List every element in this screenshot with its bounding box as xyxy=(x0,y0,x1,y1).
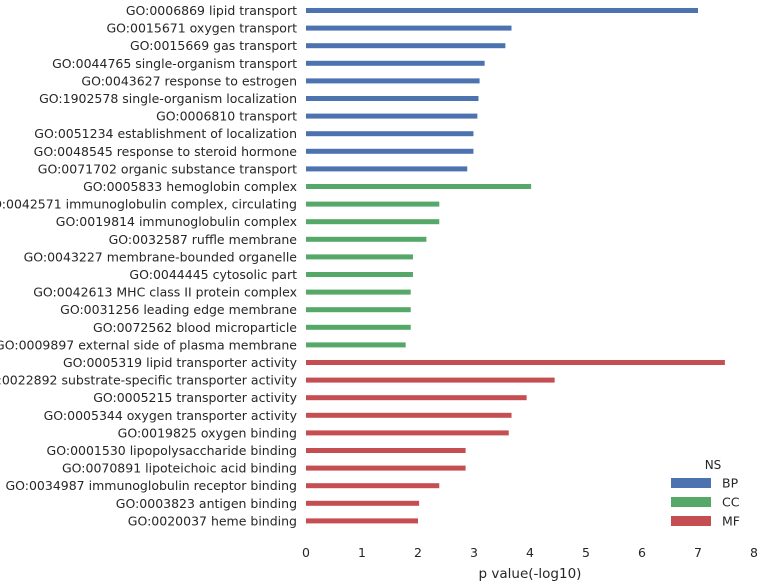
category-label: GO:0042571 immunoglobulin complex, circu… xyxy=(0,197,297,212)
bar-mf xyxy=(306,465,466,471)
category-label: GO:0044445 cytosolic part xyxy=(129,267,297,282)
bar-cc xyxy=(306,236,427,242)
bar-mf xyxy=(306,412,512,418)
x-tick-label: 7 xyxy=(694,545,702,560)
category-label: GO:0005344 oxygen transporter activity xyxy=(44,408,298,423)
x-tick-label: 4 xyxy=(526,545,534,560)
category-label: GO:0019825 oxygen binding xyxy=(118,425,297,440)
category-label: GO:0043227 membrane-bounded organelle xyxy=(24,249,298,264)
category-label: GO:0019814 immunoglobulin complex xyxy=(56,214,297,229)
legend-label-cc: CC xyxy=(722,495,740,510)
category-label: GO:0022892 substrate-specific transporte… xyxy=(0,373,298,388)
bars-layer xyxy=(306,8,725,524)
bar-bp xyxy=(306,8,698,13)
bar-bp xyxy=(306,113,478,119)
category-label: GO:0071702 organic substance transport xyxy=(38,161,297,176)
bar-cc xyxy=(306,254,413,260)
category-label: GO:0070891 lipoteichoic acid binding xyxy=(62,461,297,476)
bar-cc xyxy=(306,289,411,295)
bar-bp xyxy=(306,166,468,172)
bar-bp xyxy=(306,148,474,154)
legend-label-mf: MF xyxy=(722,514,740,529)
x-axis-label: p value(-log10) xyxy=(479,566,582,582)
category-label: GO:0034987 immunoglobulin receptor bindi… xyxy=(5,478,297,493)
bar-cc xyxy=(306,272,413,277)
bar-cc xyxy=(306,184,532,189)
legend-title: NS xyxy=(705,458,722,472)
bar-bp xyxy=(306,131,474,137)
bar-mf xyxy=(306,395,527,401)
bar-mf xyxy=(306,377,555,383)
bar-mf xyxy=(306,500,420,506)
bar-bp xyxy=(306,78,480,84)
x-tick-label: 5 xyxy=(582,545,590,560)
category-label: GO:0048545 response to steroid hormone xyxy=(34,144,298,159)
legend-swatch-mf xyxy=(671,516,711,526)
category-label: GO:0005319 lipid transporter activity xyxy=(63,355,298,370)
category-label: GO:0020037 heme binding xyxy=(128,513,297,528)
bar-bp xyxy=(306,60,485,66)
legend-items: BP CC MF xyxy=(671,476,740,529)
bar-mf xyxy=(306,360,725,365)
bar-mf xyxy=(306,448,466,453)
category-label: GO:0006869 lipid transport xyxy=(126,3,297,18)
x-tick-label: 1 xyxy=(358,545,366,560)
legend: NS BP CC MF xyxy=(671,458,740,529)
x-tick-label: 6 xyxy=(638,545,646,560)
x-tick-label: 8 xyxy=(750,545,758,560)
x-axis: 0 1 2 3 4 5 6 7 8 xyxy=(302,545,758,560)
x-tick-label: 0 xyxy=(302,545,310,560)
category-label: GO:0003823 antigen binding xyxy=(116,496,297,511)
category-label: GO:0044765 single-organism transport xyxy=(52,56,297,71)
legend-swatch-cc xyxy=(671,497,711,507)
bar-cc xyxy=(306,201,440,207)
bar-cc xyxy=(306,307,411,313)
category-label: GO:0006810 transport xyxy=(156,109,297,124)
category-label: GO:1902578 single-organism localization xyxy=(39,91,297,106)
legend-swatch-bp xyxy=(671,478,711,488)
category-label: GO:0015671 oxygen transport xyxy=(107,21,298,36)
bar-bp xyxy=(306,96,479,101)
bar-cc xyxy=(306,342,406,348)
category-label: GO:0005833 hemoglobin complex xyxy=(83,179,297,194)
bar-cc xyxy=(306,219,440,225)
category-label: GO:0009897 external side of plasma membr… xyxy=(0,337,297,352)
x-tick-label: 3 xyxy=(470,545,478,560)
bar-bp xyxy=(306,25,512,31)
legend-label-bp: BP xyxy=(722,476,739,491)
category-label: GO:0031256 leading edge membrane xyxy=(60,302,297,317)
category-labels: GO:0006869 lipid transport GO:0015671 oxy… xyxy=(0,3,298,528)
category-label: GO:0042613 MHC class II protein complex xyxy=(33,285,297,300)
bar-mf xyxy=(306,430,509,436)
bar-bp xyxy=(306,43,506,49)
bar-cc xyxy=(306,324,411,330)
category-label: GO:0043627 response to estrogen xyxy=(81,73,297,88)
x-tick-label: 2 xyxy=(414,545,422,560)
bar-mf xyxy=(306,518,418,524)
category-label: GO:0015669 gas transport xyxy=(130,38,297,53)
category-label: GO:0005215 transporter activity xyxy=(93,390,297,405)
category-label: GO:0072562 blood microparticle xyxy=(93,320,297,335)
category-label: GO:0051234 establishment of localization xyxy=(34,126,297,141)
bar-mf xyxy=(306,483,440,489)
category-label: GO:0032587 ruffle membrane xyxy=(109,232,298,247)
category-label: GO:0001530 lipopolysaccharide binding xyxy=(47,443,297,458)
